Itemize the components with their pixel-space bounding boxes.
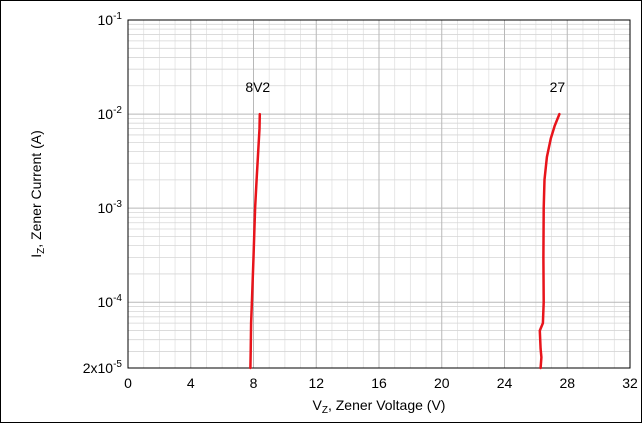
x-tick-label: 24 bbox=[497, 375, 513, 391]
y-axis-label: IZ, Zener Current (A) bbox=[28, 130, 47, 257]
y-tick-label: 10-4 bbox=[98, 293, 123, 310]
x-tick-label: 28 bbox=[559, 375, 575, 391]
series-line-8v2 bbox=[250, 114, 259, 368]
series-lines bbox=[250, 114, 559, 368]
y-tick-label: 10-2 bbox=[98, 105, 123, 122]
x-tick-label: 16 bbox=[371, 375, 387, 391]
series-label: 27 bbox=[550, 79, 566, 95]
x-tick-label: 32 bbox=[622, 375, 638, 391]
x-tick-labels: 0 4 8 12 16 20 24 28 32 bbox=[124, 375, 638, 391]
grid-major bbox=[128, 20, 630, 368]
x-axis-label: VZ, Zener Voltage (V) bbox=[313, 397, 446, 416]
y-tick-label: 10-1 bbox=[98, 11, 123, 28]
x-tick-label: 20 bbox=[434, 375, 450, 391]
y-tick-label: 10-3 bbox=[98, 199, 123, 216]
x-tick-label: 12 bbox=[308, 375, 324, 391]
series-labels: 8V2 27 bbox=[245, 79, 565, 95]
y-tick-labels: 10-1 10-2 10-3 10-4 2x10-5 bbox=[83, 11, 123, 376]
series-line-27 bbox=[540, 114, 560, 368]
x-tick-label: 0 bbox=[124, 375, 132, 391]
x-tick-label: 4 bbox=[187, 375, 195, 391]
y-tick-label: 2x10-5 bbox=[83, 359, 123, 376]
x-tick-label: 8 bbox=[250, 375, 258, 391]
series-label: 8V2 bbox=[245, 79, 270, 95]
